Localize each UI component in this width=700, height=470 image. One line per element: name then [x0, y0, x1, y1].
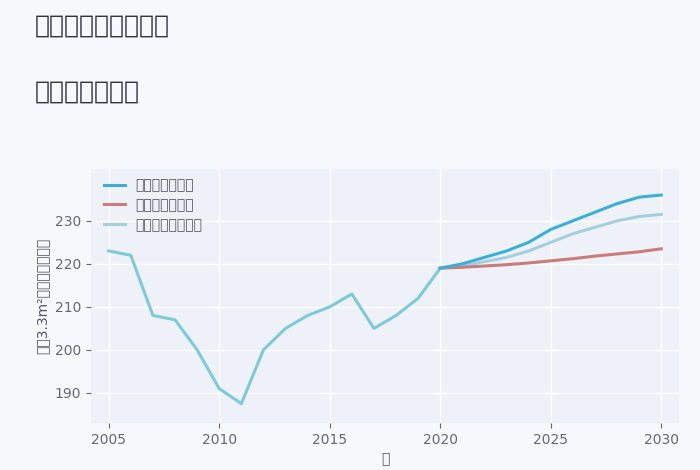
グッドシナリオ [657, 192, 666, 198]
ノーマルシナリオ [547, 240, 555, 245]
グッドシナリオ [591, 210, 599, 215]
バッドシナリオ [458, 265, 467, 270]
グッドシナリオ [635, 194, 643, 200]
ノーマルシナリオ [524, 248, 533, 254]
Line: グッドシナリオ: グッドシナリオ [440, 195, 662, 268]
バッドシナリオ [657, 246, 666, 251]
Legend: グッドシナリオ, バッドシナリオ, ノーマルシナリオ: グッドシナリオ, バッドシナリオ, ノーマルシナリオ [104, 179, 203, 232]
ノーマルシナリオ [591, 225, 599, 230]
バッドシナリオ [613, 251, 622, 257]
Line: ノーマルシナリオ: ノーマルシナリオ [440, 214, 662, 268]
グッドシナリオ [503, 248, 511, 254]
Line: バッドシナリオ: バッドシナリオ [440, 249, 662, 268]
バッドシナリオ [480, 263, 489, 269]
グッドシナリオ [547, 227, 555, 232]
Text: 土地の価格推移: 土地の価格推移 [35, 80, 140, 104]
バッドシナリオ [568, 256, 577, 261]
ノーマルシナリオ [480, 259, 489, 265]
バッドシナリオ [591, 253, 599, 259]
ノーマルシナリオ [568, 231, 577, 236]
ノーマルシナリオ [503, 255, 511, 260]
グッドシナリオ [568, 218, 577, 224]
グッドシナリオ [480, 255, 489, 260]
バッドシナリオ [635, 249, 643, 255]
グッドシナリオ [436, 266, 445, 271]
ノーマルシナリオ [458, 263, 467, 269]
ノーマルシナリオ [635, 214, 643, 219]
ノーマルシナリオ [436, 266, 445, 271]
X-axis label: 年: 年 [381, 452, 389, 466]
Text: 東京都清瀬市野塩の: 東京都清瀬市野塩の [35, 14, 170, 38]
バッドシナリオ [436, 266, 445, 271]
グッドシナリオ [613, 201, 622, 206]
ノーマルシナリオ [657, 212, 666, 217]
バッドシナリオ [524, 260, 533, 266]
バッドシナリオ [503, 262, 511, 267]
グッドシナリオ [524, 240, 533, 245]
ノーマルシナリオ [613, 218, 622, 224]
バッドシナリオ [547, 258, 555, 264]
Y-axis label: 坪（3.3m²）単価（万円）: 坪（3.3m²）単価（万円） [35, 238, 49, 354]
グッドシナリオ [458, 261, 467, 266]
